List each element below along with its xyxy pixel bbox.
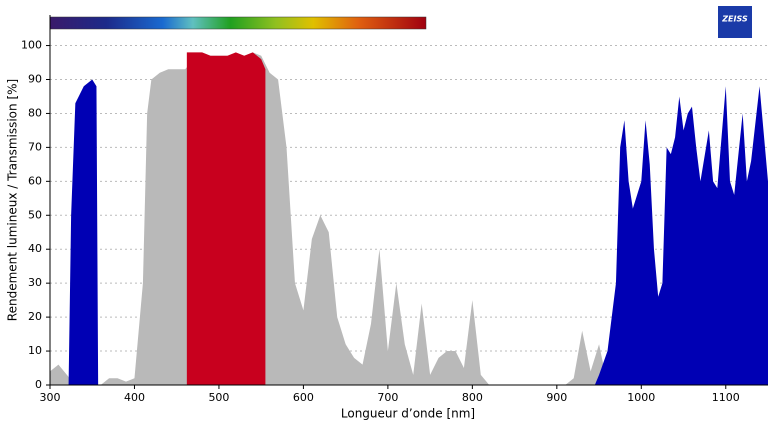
x-tick-label: 800 [462,391,483,404]
y-tick-label: 100 [21,39,42,52]
y-tick-label: 40 [28,242,42,255]
areas [50,52,769,386]
y-tick-label: 60 [28,174,42,187]
area [68,79,769,385]
y-tick-label: 0 [35,378,42,391]
y-tick-label: 90 [28,72,42,85]
x-axis-label: Longueur d’onde [nm] [341,407,475,421]
y-tick-label: 80 [28,106,42,119]
x-tick-label: 600 [293,391,314,404]
y-tick-label: 20 [28,310,42,323]
x-tick-label: 300 [40,391,61,404]
x-tick-label: 700 [377,391,398,404]
x-tick-label: 500 [208,391,229,404]
y-tick-label: 50 [28,208,42,221]
y-tick-label: 10 [28,344,42,357]
x-tick-label: 900 [546,391,567,404]
logo: ZEISS [721,15,748,24]
spectrum-bar [49,16,427,30]
x-tick-label: 1100 [712,391,740,404]
area [50,52,608,386]
y-axis-label: Rendement lumineux / Transmission [%] [6,79,20,321]
x-tick-label: 400 [124,391,145,404]
y-tick-label: 70 [28,140,42,153]
x-tick-label: 1000 [627,391,655,404]
area [186,52,266,386]
y-tick-label: 30 [28,276,42,289]
logo-box [718,6,752,38]
